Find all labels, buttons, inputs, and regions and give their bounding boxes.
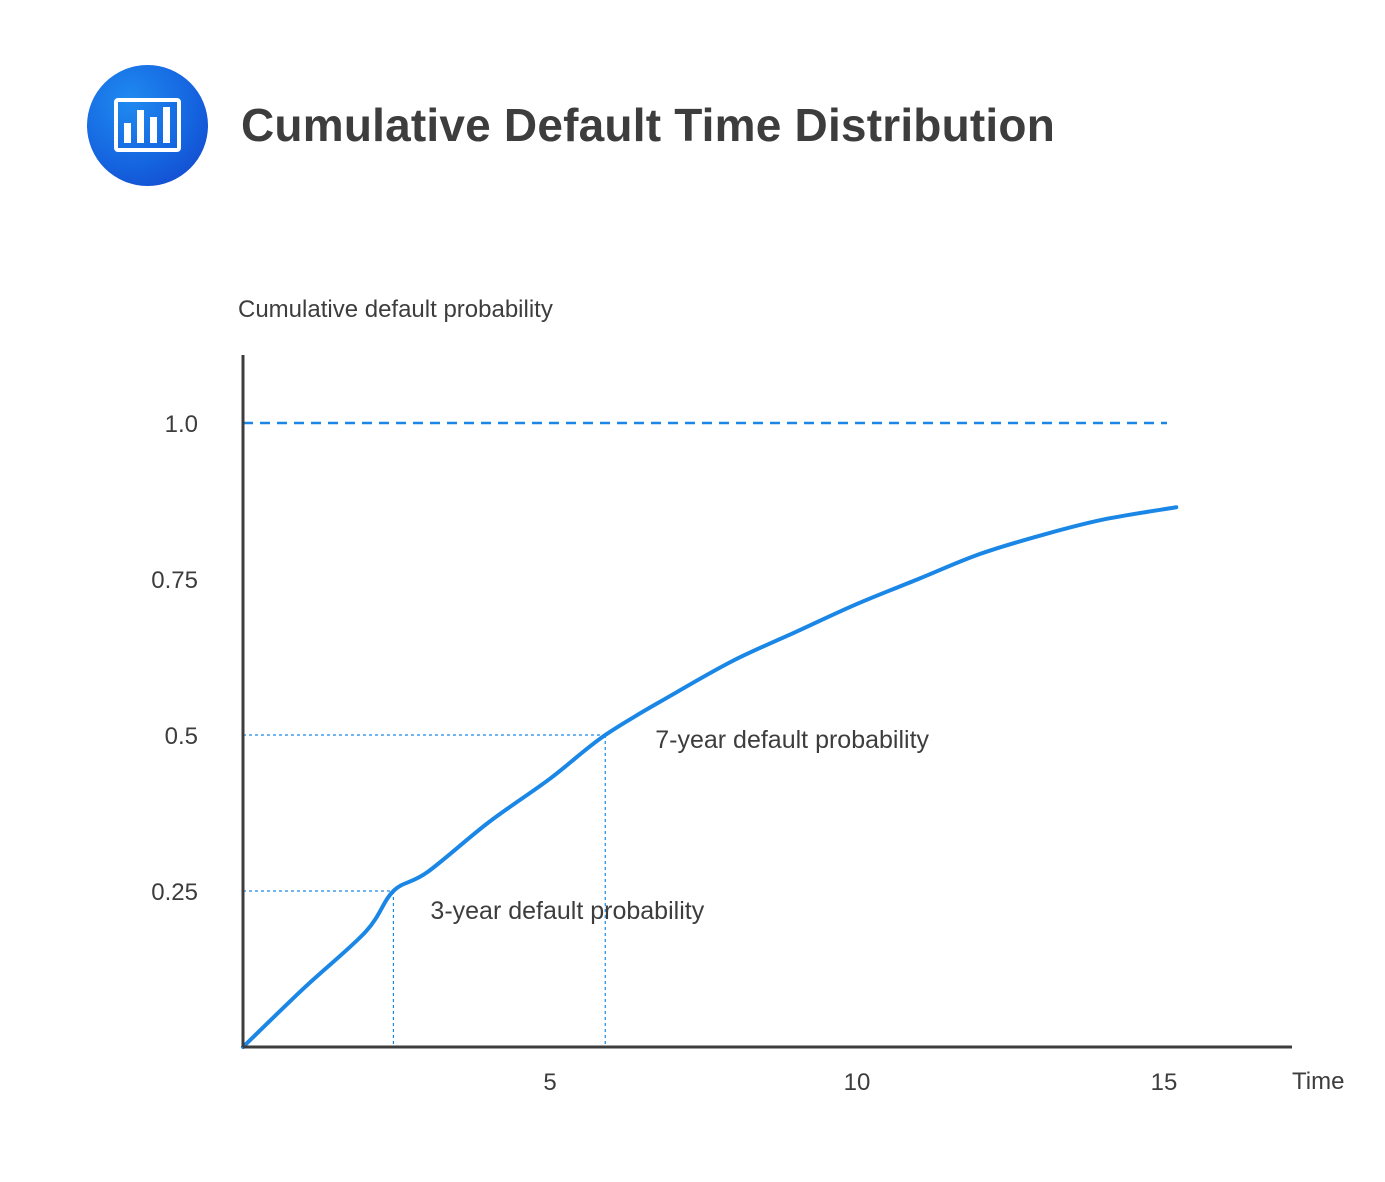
- bar-chart-icon: [87, 65, 208, 186]
- x-tick-label: 15: [1151, 1069, 1178, 1096]
- x-tick-label: 10: [844, 1069, 871, 1096]
- y-tick-label: 0.75: [151, 567, 198, 594]
- x-tick-label: 5: [543, 1069, 556, 1096]
- cumulative-default-curve: [241, 505, 1179, 1049]
- y-tick-label: 0.5: [165, 723, 198, 750]
- annotation-label: 7-year default probability: [655, 726, 929, 754]
- y-tick-label: 0.25: [151, 879, 198, 906]
- annotation-label: 3-year default probability: [430, 897, 704, 925]
- page-title: Cumulative Default Time Distribution: [241, 99, 1055, 151]
- x-axis-label: Time: [1292, 1068, 1344, 1095]
- y-tick-label: 1.0: [165, 411, 198, 438]
- y-axis-label: Cumulative default probability: [238, 296, 553, 323]
